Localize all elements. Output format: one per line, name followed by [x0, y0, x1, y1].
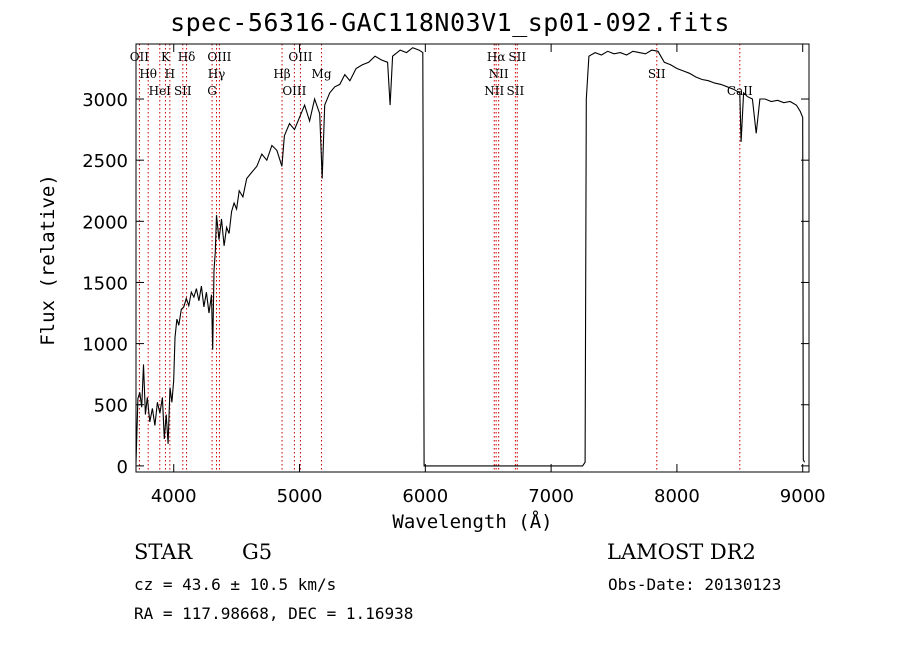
- line-label-hα: Hα: [487, 50, 506, 64]
- plot-frame: [135, 43, 810, 473]
- line-label-hθ: Hθ: [139, 67, 157, 81]
- spectral-line-labels: OIIHθHeIKHSIIHδHγGOIIIHβOIIIOIIIMgNIIHαN…: [130, 50, 753, 98]
- x-tick-label-5000: 5000: [277, 486, 323, 507]
- line-label-oiii: OIII: [282, 84, 306, 98]
- line-label-g: G: [207, 84, 217, 98]
- y-tick-label-500: 500: [94, 396, 128, 417]
- y-tick-label-2500: 2500: [82, 151, 128, 172]
- line-label-nii: NII: [489, 67, 509, 81]
- line-label-oiii: OIII: [207, 50, 231, 64]
- line-label-sii: SII: [507, 84, 525, 98]
- line-label-k: K: [161, 50, 171, 64]
- x-tick-label-9000: 9000: [780, 486, 826, 507]
- line-label-sii: SII: [174, 84, 192, 98]
- x-tick-label-6000: 6000: [402, 486, 448, 507]
- x-tick-label-7000: 7000: [528, 486, 574, 507]
- object-subclass: G5: [242, 540, 273, 564]
- observation-date: Obs-Date: 20130123: [608, 575, 782, 594]
- line-label-oii: OII: [130, 50, 150, 64]
- axis-ticks: 4000 5000 6000 7000 8000 9000 0 500 1000 1500 2000…: [82, 44, 826, 507]
- survey-name: LAMOST DR2: [607, 540, 756, 564]
- y-tick-label-1000: 1000: [82, 335, 128, 356]
- y-tick-label-2000: 2000: [82, 212, 128, 233]
- line-label-hei: HeI: [149, 84, 172, 98]
- y-axis-label: Flux (relative): [37, 174, 59, 346]
- y-tick-label-3000: 3000: [82, 90, 128, 111]
- y-tick-label-0: 0: [117, 457, 128, 478]
- redshift-cz: cz = 43.6 ± 10.5 km/s: [134, 575, 337, 594]
- x-tick-label-4000: 4000: [151, 486, 197, 507]
- object-class: STAR: [134, 540, 193, 564]
- line-label-h: H: [165, 67, 175, 81]
- x-axis-label: Wavelength (Å): [392, 511, 553, 533]
- line-label-nii: NII: [484, 84, 504, 98]
- line-label-hγ: Hγ: [208, 67, 226, 81]
- spectral-line-markers: [138, 44, 741, 472]
- y-tick-label-1500: 1500: [82, 273, 128, 294]
- line-label-sii: SII: [648, 67, 666, 81]
- chart-title: spec-56316-GAC118N03V1_sp01-092.fits: [170, 8, 730, 37]
- line-label-mg: Mg: [312, 67, 332, 81]
- line-label-oiii: OIII: [288, 50, 312, 64]
- spectrum-flux-line: [135, 47, 806, 467]
- line-label-hβ: Hβ: [273, 67, 290, 81]
- x-tick-label-8000: 8000: [654, 486, 700, 507]
- line-label-sii: SII: [508, 50, 526, 64]
- line-label-caii: CaII: [727, 84, 753, 98]
- line-label-hδ: Hδ: [178, 50, 196, 64]
- ra-dec-coordinates: RA = 117.98668, DEC = 1.16938: [134, 604, 414, 623]
